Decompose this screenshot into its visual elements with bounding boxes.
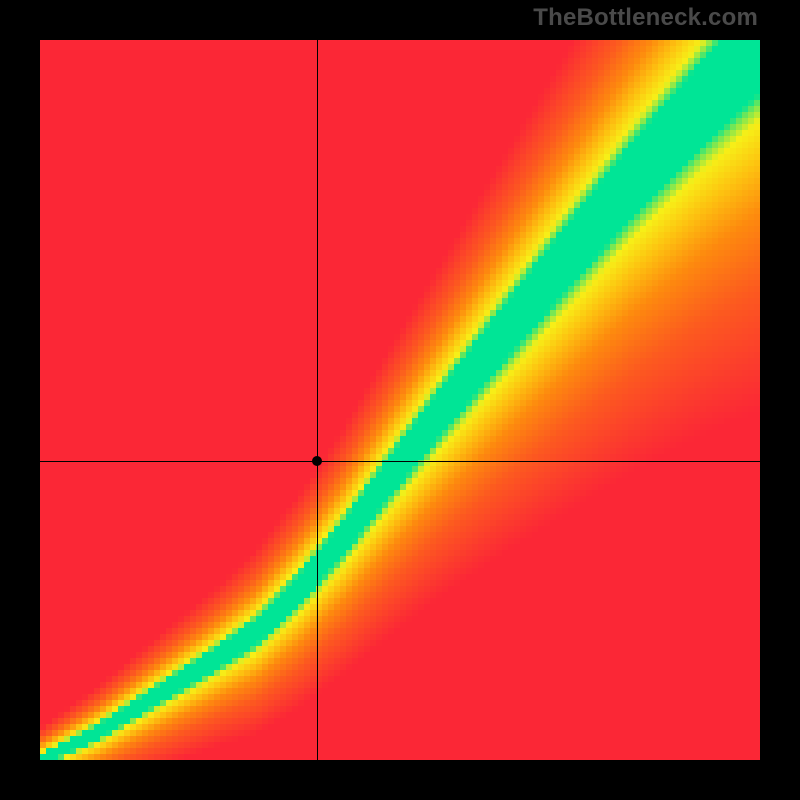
heatmap-canvas [40,40,760,760]
attribution-text: TheBottleneck.com [533,4,758,32]
crosshair-vertical [317,40,318,760]
crosshair-horizontal [40,461,760,462]
heatmap-plot [40,40,760,760]
chart-container: TheBottleneck.com [0,0,800,800]
